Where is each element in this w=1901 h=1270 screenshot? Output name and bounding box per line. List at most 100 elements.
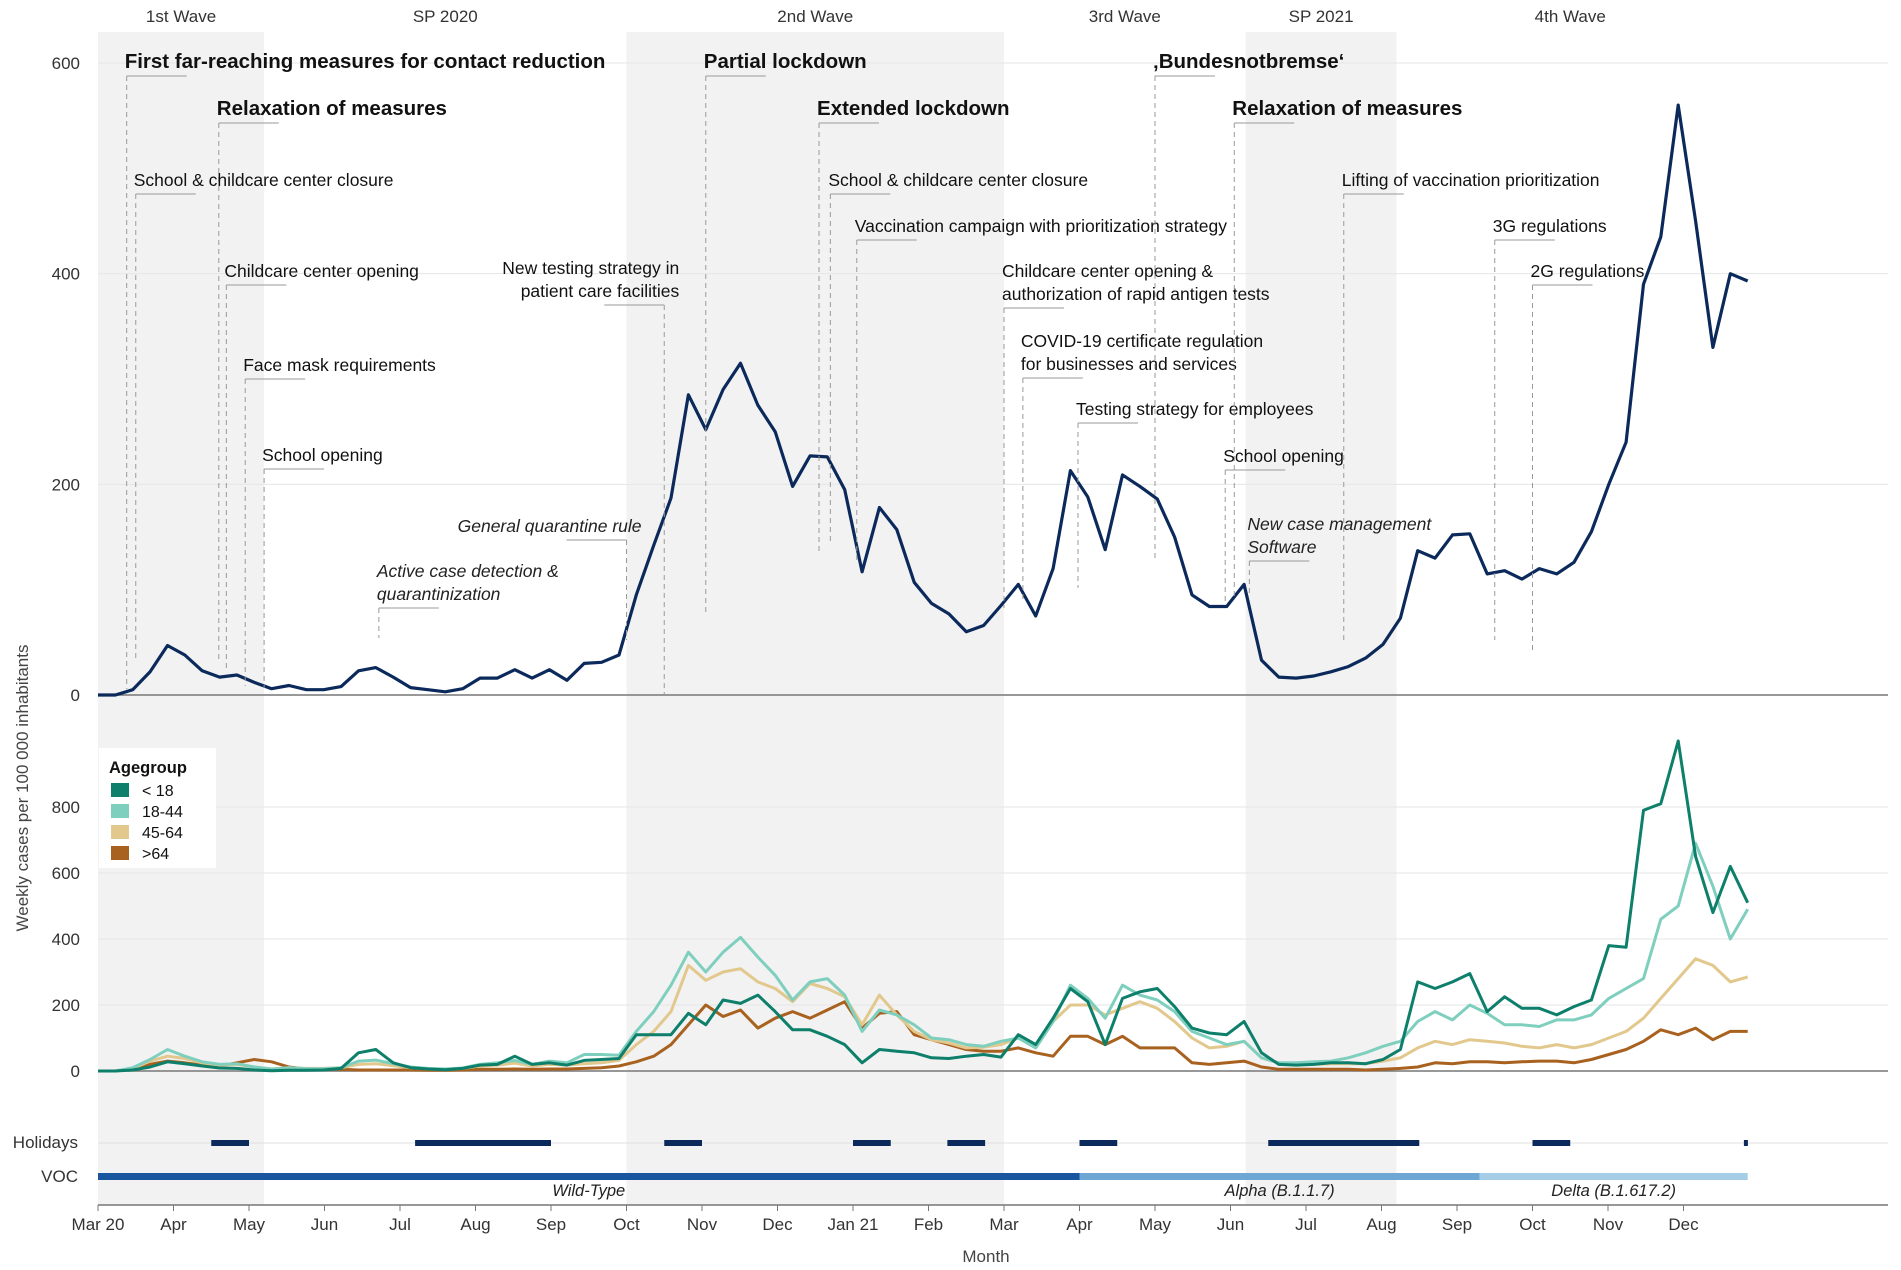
holiday-bar-6 — [1268, 1140, 1420, 1146]
annotation-9-line-0: Partial lockdown — [704, 50, 867, 73]
annotation-13: Childcare center opening & authorization … — [1002, 261, 1270, 608]
legend-swatch-2 — [111, 825, 129, 839]
x-tick-label-12: Mar — [989, 1215, 1019, 1234]
annotation-8-line-1: patient care facilities — [521, 281, 680, 301]
annotation-12-line-0: Vaccination campaign with prioritization… — [855, 216, 1227, 236]
annotation-10-line-0: Extended lockdown — [817, 97, 1010, 120]
phase-label-1: SP 2020 — [413, 7, 478, 26]
x-tick-label-19: Oct — [1519, 1215, 1546, 1234]
annotation-10: Extended lockdown — [817, 97, 1010, 552]
holiday-bar-3 — [853, 1140, 891, 1146]
bottom-ytick-label-2: 400 — [52, 930, 80, 949]
voc-segment-label-1: Alpha (B.1.1.7) — [1224, 1182, 1335, 1200]
top-ytick-label-1: 200 — [52, 475, 80, 494]
annotation-0-line-0: First far-reaching measures for contact … — [125, 50, 606, 73]
y-axis-title: Weekly cases per 100 000 inhabitants — [13, 645, 32, 932]
phase-label-2: 2nd Wave — [777, 7, 853, 26]
phase-label-3: 3rd Wave — [1089, 7, 1161, 26]
legend-label-2: 45-64 — [142, 825, 183, 842]
annotation-8: New testing strategy in patient care faci… — [502, 258, 679, 695]
annotation-16: ‚Bundesnotbremse‘ — [1153, 50, 1344, 560]
holidays-label: Holidays — [13, 1133, 78, 1152]
holidays-row: Holidays — [13, 1133, 1888, 1152]
x-tick-label-21: Dec — [1668, 1215, 1699, 1234]
x-tick-label-3: Jun — [311, 1215, 338, 1234]
annotation-15-line-0: Testing strategy for employees — [1076, 399, 1314, 419]
top-ytick-label-3: 600 — [52, 54, 80, 73]
annotation-9: Partial lockdown — [704, 50, 867, 615]
voc-label: VOC — [41, 1167, 78, 1186]
bottom-ytick-label-3: 600 — [52, 864, 80, 883]
bottom-ytick-label-1: 200 — [52, 996, 80, 1015]
phase-band-0 — [98, 32, 265, 1205]
annotation-20: Lifting of vaccination prioritization — [1342, 170, 1600, 640]
top-panel: 0 200 400 600 — [52, 54, 1888, 705]
legend-swatch-0 — [111, 783, 129, 797]
x-tick-label-13: Apr — [1066, 1215, 1093, 1234]
annotation-7-line-0: General quarantine rule — [458, 516, 642, 536]
annotation-13-line-0: Childcare center opening & — [1002, 261, 1213, 281]
holiday-bar-8 — [1743, 1140, 1748, 1146]
voc-segment-label-2: Delta (B.1.617.2) — [1551, 1182, 1676, 1200]
x-tick-label-4: Jul — [389, 1215, 411, 1234]
annotation-19-line-1: Software — [1247, 537, 1316, 557]
annotation-14: COVID-19 certificate regulation for busin… — [1021, 331, 1263, 603]
agegroup-line-2 — [98, 957, 1749, 1073]
legend-swatch-3 — [111, 846, 129, 860]
annotation-1: Relaxation of measures — [217, 97, 447, 660]
annotations: First far-reaching measures for contact … — [125, 50, 1645, 695]
annotation-11-line-0: School & childcare center closure — [828, 170, 1088, 190]
annotation-0: First far-reaching measures for contact … — [125, 50, 606, 689]
x-tick-label-1: Apr — [160, 1215, 187, 1234]
annotation-3: Childcare center opening — [224, 261, 419, 672]
annotation-17: Relaxation of measures — [1232, 97, 1462, 598]
voc-segment-0 — [98, 1173, 1080, 1180]
agegroup-line-1 — [98, 841, 1749, 1073]
annotation-11: School & childcare center closure — [828, 170, 1088, 545]
annotation-15: Testing strategy for employees — [1076, 399, 1314, 588]
bottom-panel: 0 200 400 600 800 — [52, 739, 1888, 1081]
x-tick-label-16: Jul — [1295, 1215, 1317, 1234]
phase-band-4 — [1245, 32, 1397, 1205]
x-axis-title: Month — [962, 1247, 1009, 1266]
annotation-14-line-1: for businesses and services — [1021, 354, 1237, 374]
legend-label-0: < 18 — [142, 783, 174, 800]
x-tick-label-15: Jun — [1217, 1215, 1244, 1234]
top-ytick-label-0: 0 — [71, 686, 80, 705]
annotation-2: School & childcare center closure — [134, 170, 394, 662]
agegroup-line-0 — [98, 739, 1750, 1073]
x-tick-label-14: May — [1139, 1215, 1172, 1234]
holiday-bar-4 — [947, 1140, 986, 1146]
annotation-22: 2G regulations — [1531, 261, 1645, 650]
annotation-3-line-0: Childcare center opening — [224, 261, 419, 281]
x-tick-label-11: Feb — [914, 1215, 943, 1234]
annotation-4: Face mask requirements — [243, 355, 436, 686]
holiday-bar-2 — [664, 1140, 702, 1146]
phase-label-0: 1st Wave — [146, 7, 216, 26]
phase-label-5: 4th Wave — [1535, 7, 1606, 26]
top-ytick-label-2: 400 — [52, 265, 80, 284]
x-tick-label-18: Sep — [1442, 1215, 1472, 1234]
holiday-bar-7 — [1532, 1140, 1571, 1146]
annotation-17-line-0: Relaxation of measures — [1232, 97, 1462, 120]
annotation-21: 3G regulations — [1493, 216, 1607, 640]
legend-label-1: 18-44 — [142, 804, 183, 821]
annotation-16-line-0: ‚Bundesnotbremse‘ — [1153, 50, 1344, 73]
annotation-19: New case management Software — [1247, 514, 1432, 596]
annotation-2-line-0: School & childcare center closure — [134, 170, 394, 190]
annotation-14-line-0: COVID-19 certificate regulation — [1021, 331, 1263, 351]
annotation-18: School opening — [1223, 446, 1344, 605]
x-tick-label-10: Jan 21 — [827, 1215, 878, 1234]
legend-swatch-1 — [111, 804, 129, 818]
holiday-bar-1 — [415, 1140, 551, 1146]
annotation-7: General quarantine rule — [458, 516, 642, 640]
phase-label-4: SP 2021 — [1289, 7, 1354, 26]
annotation-13-line-1: authorization of rapid antigen tests — [1002, 284, 1270, 304]
annotation-5: School opening — [262, 445, 383, 688]
holiday-bar-0 — [211, 1140, 249, 1146]
x-tick-label-0: Mar 20 — [72, 1215, 125, 1234]
voc-segment-1 — [1079, 1173, 1480, 1180]
x-tick-label-17: Aug — [1366, 1215, 1396, 1234]
annotation-8-line-0: New testing strategy in — [502, 258, 679, 278]
annotation-20-line-0: Lifting of vaccination prioritization — [1342, 170, 1600, 190]
